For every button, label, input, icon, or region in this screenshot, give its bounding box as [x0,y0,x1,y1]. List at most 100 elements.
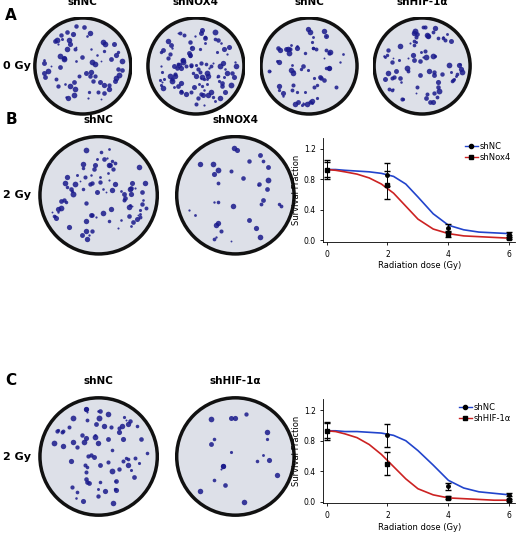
Point [93,51,102,60]
Point [65,423,73,432]
Circle shape [177,136,294,254]
Point [449,75,458,84]
Point [60,80,69,89]
Point [264,175,272,184]
Point [105,161,114,170]
Point [416,48,424,57]
Point [105,80,113,89]
Point [92,419,100,428]
Point [213,48,221,57]
Point [257,200,265,208]
Point [95,414,104,422]
Point [104,410,112,419]
Point [197,29,206,37]
Point [51,36,59,45]
Point [381,53,389,62]
Point [81,461,89,470]
Point [199,101,208,109]
Point [200,39,209,47]
Point [388,86,396,95]
Point [218,79,227,88]
Point [174,60,183,69]
Point [294,87,302,96]
Point [58,35,66,44]
Point [422,90,431,98]
Point [403,64,411,73]
Point [210,235,218,244]
Point [448,76,456,85]
Point [50,438,58,447]
Point [221,481,229,490]
Point [389,85,397,94]
Point [109,498,117,507]
Point [216,62,224,70]
Point [124,460,132,469]
Point [390,73,398,81]
Point [87,178,96,187]
Point [82,405,90,414]
Point [419,53,428,62]
Point [91,59,99,68]
Point [88,210,97,219]
Point [179,57,187,66]
Point [287,41,295,50]
Point [265,67,274,76]
Point [99,208,107,217]
Point [108,446,116,455]
Point [430,70,438,79]
Point [70,85,79,94]
Point [82,226,90,235]
Circle shape [148,18,244,114]
Point [256,151,265,160]
Point [339,50,347,58]
Point [158,78,166,87]
Point [52,75,60,84]
Point [109,164,117,173]
Point [158,45,167,54]
Point [105,145,114,154]
Point [72,42,80,51]
Point [421,23,430,31]
Point [78,184,87,193]
Point [182,62,190,70]
Point [227,80,235,89]
Point [216,94,225,102]
Point [115,71,124,80]
Point [167,75,176,84]
Point [201,33,209,42]
Point [325,63,333,72]
Point [292,42,301,51]
Point [65,36,74,45]
Point [138,200,146,209]
Point [84,230,93,239]
Point [72,494,80,503]
Point [185,49,193,58]
Point [83,32,92,41]
Point [289,69,297,78]
Point [256,233,264,241]
Point [309,43,318,52]
Point [89,76,97,85]
Point [100,81,109,90]
Point [410,41,418,50]
Point [89,165,98,174]
Point [293,43,301,52]
Point [308,98,317,107]
Point [119,190,128,199]
Point [187,87,196,96]
Legend: shNC, shNox4: shNC, shNox4 [465,142,511,162]
Point [115,428,124,437]
Point [54,425,62,434]
Point [395,56,403,65]
Point [122,454,130,463]
Point [104,458,112,467]
Point [200,75,208,84]
Point [287,65,295,74]
Point [262,184,271,193]
Point [178,56,187,64]
Point [458,67,466,76]
Point [98,185,107,194]
Point [56,30,65,39]
Point [63,173,72,182]
Point [96,461,105,470]
